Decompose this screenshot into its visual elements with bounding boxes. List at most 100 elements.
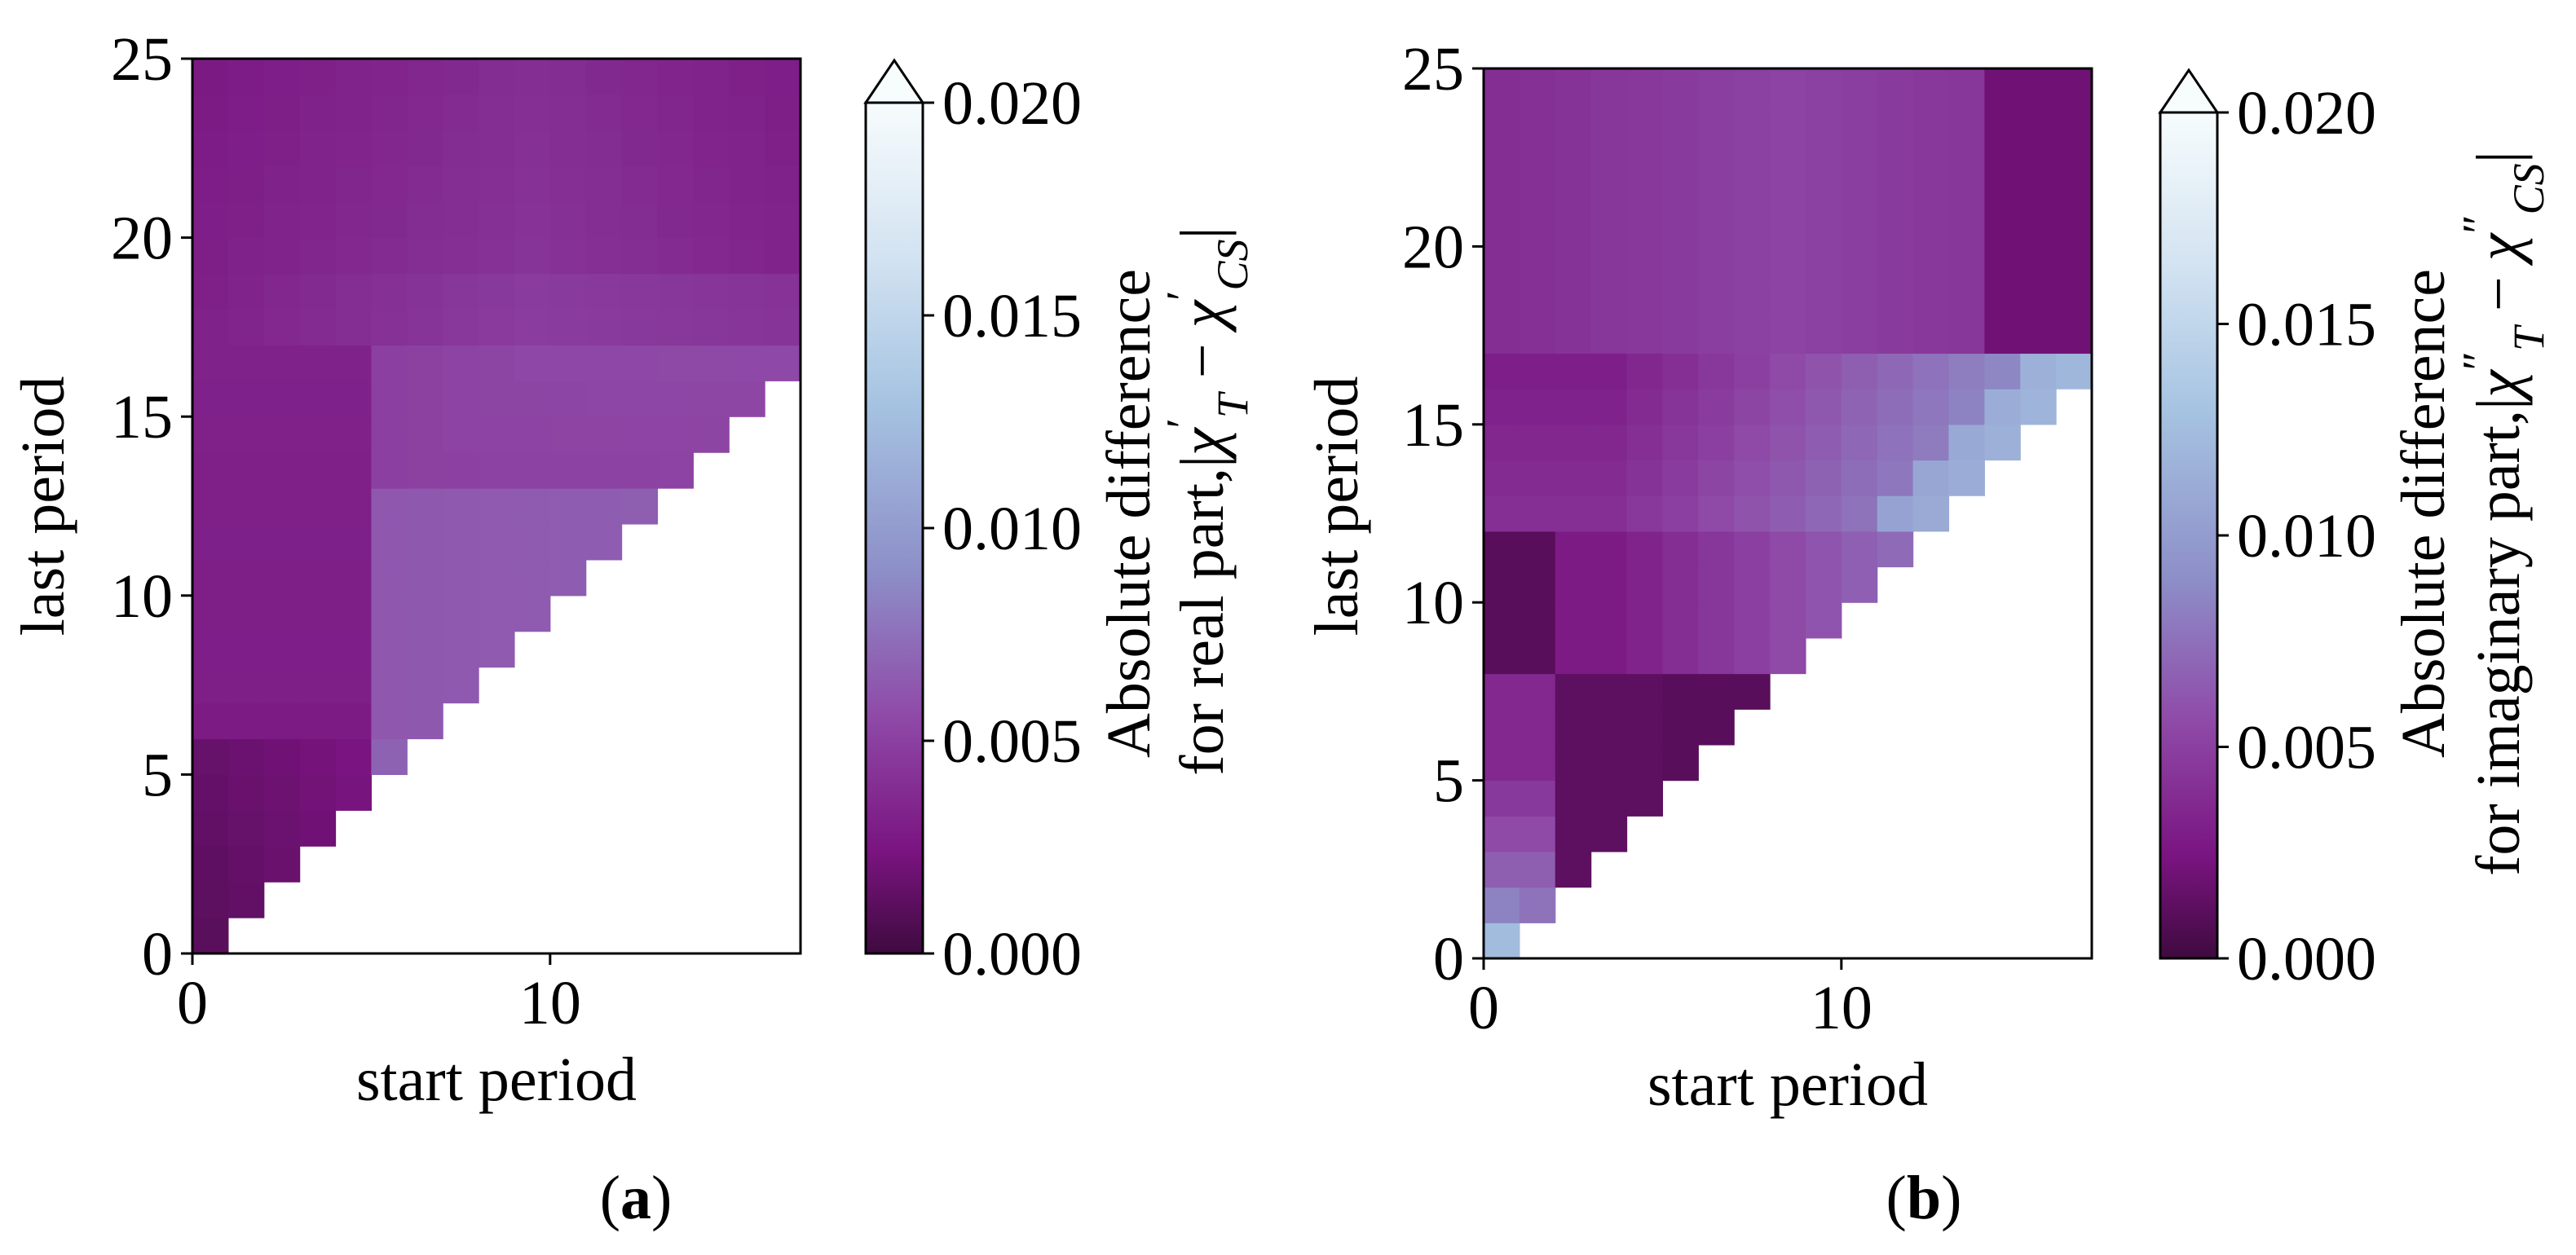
heatmap-cell — [192, 774, 229, 811]
heatmap-cell — [192, 94, 229, 131]
heatmap-cell — [585, 381, 623, 417]
heatmap-cell — [1805, 246, 1842, 283]
heatmap-cell — [299, 738, 337, 775]
heatmap-cell — [1984, 317, 2021, 354]
heatmap-cell — [1770, 602, 1806, 639]
heatmap-cell — [1948, 317, 1985, 354]
heatmap-cell — [1984, 139, 2021, 176]
heatmap-cell — [657, 309, 694, 346]
heatmap-cell — [2020, 282, 2057, 319]
y-ticks-a: 0 5 10 15 20 25 — [111, 25, 192, 989]
heatmap-cell — [1841, 246, 1878, 283]
heatmap-cell — [1734, 210, 1771, 247]
heatmap-cell — [263, 452, 301, 489]
heatmap-cell — [335, 667, 373, 704]
heatmap-cell — [1662, 602, 1699, 639]
colorbar-b: 0.000 0.005 0.010 0.015 0.020 Absolute diffe… — [2158, 68, 2553, 993]
heatmap-cell — [479, 345, 515, 381]
heatmap-cell — [1519, 282, 1556, 319]
heatmap-cell — [263, 523, 301, 561]
heatmap-cell — [1484, 210, 1520, 247]
colorbar-label-line1-b: Absolute difference — [2389, 269, 2458, 758]
heatmap-cell — [1484, 317, 1520, 354]
colorbar-label-line2-a: for real part,|χ′T − χ′CS| — [1158, 227, 1257, 775]
heatmap-cell — [1734, 460, 1771, 496]
heatmap-cell — [1770, 210, 1806, 247]
heatmap-cell — [1734, 566, 1771, 603]
heatmap-cell — [1770, 103, 1806, 140]
heatmap-cell — [514, 559, 551, 597]
heatmap-cell — [2056, 103, 2093, 140]
heatmap-cell — [1519, 246, 1556, 283]
heatmap-cell — [1555, 816, 1592, 852]
heatmap-cell — [1734, 531, 1771, 568]
heatmap-cell — [1484, 495, 1520, 532]
heatmap-cell — [299, 595, 337, 632]
heatmap-cell — [227, 595, 265, 632]
heatmap-cell — [335, 774, 373, 811]
heatmap-cell — [192, 523, 229, 561]
heatmap-cell — [1805, 175, 1842, 212]
heatmap-cell — [1877, 246, 1914, 283]
heatmap-cell — [192, 488, 229, 525]
heatmap-cell — [1841, 282, 1878, 319]
heatmap-cell — [443, 165, 479, 203]
heatmap-cell — [1734, 282, 1771, 319]
heatmap-cell — [1841, 353, 1878, 390]
heatmap-cell — [1626, 353, 1664, 390]
heatmap-cell — [407, 702, 443, 740]
heatmap-cell — [192, 667, 229, 704]
heatmap-cell — [514, 309, 551, 346]
heatmap-cell — [479, 631, 515, 668]
heatmap-cell — [1662, 531, 1699, 568]
heatmap-cell — [1770, 389, 1806, 425]
heatmap-cell — [479, 94, 515, 131]
heatmap-cell — [1662, 210, 1699, 247]
colorbar-tick-label: 0.015 — [2237, 291, 2376, 359]
heatmap-cell — [1626, 317, 1664, 354]
heatmap-cell — [371, 631, 408, 668]
heatmap-cell — [479, 452, 515, 489]
heatmap-cell — [407, 165, 443, 203]
heatmap-cell — [1948, 210, 1985, 247]
heatmap-cell — [192, 416, 229, 453]
heatmap-cell — [335, 631, 373, 668]
heatmap-cell — [1484, 602, 1520, 639]
heatmap-cell — [1841, 389, 1878, 425]
heatmap-cell — [1662, 673, 1699, 710]
heatmap-cell — [1626, 246, 1664, 283]
heatmap-cell — [585, 488, 623, 525]
heatmap-cell — [1948, 282, 1985, 319]
heatmap-cell — [479, 237, 515, 275]
heatmap-cell — [227, 810, 265, 847]
heatmap-cell — [1555, 139, 1592, 176]
heatmap-cell — [1770, 637, 1806, 675]
heatmap-cell — [263, 774, 301, 811]
heatmap-cell — [227, 130, 265, 167]
heatmap-cell — [1770, 495, 1806, 532]
heatmap-cell — [1805, 139, 1842, 176]
heatmap-cell — [1734, 317, 1771, 354]
heatmap-cell — [549, 237, 587, 275]
heatmap-cell — [1734, 246, 1771, 283]
heatmap-cell — [371, 94, 408, 131]
heatmap-cell — [371, 416, 408, 453]
heatmap-cell — [1555, 353, 1592, 390]
heatmap-cell — [192, 130, 229, 167]
heatmap-cell — [585, 237, 623, 275]
heatmap-cell — [227, 273, 265, 310]
heatmap-cell — [1626, 602, 1664, 639]
colorbar-tick-label: 0.020 — [942, 69, 1082, 138]
heatmap-cell — [371, 595, 408, 632]
heatmap-cell — [657, 273, 694, 310]
heatmap-cell — [1912, 175, 1950, 212]
heatmap-cell — [1770, 282, 1806, 319]
heatmap-cell — [1984, 353, 2021, 390]
heatmap-cell — [1590, 389, 1628, 425]
heatmap-cell — [1770, 531, 1806, 568]
heatmap-cell — [585, 523, 623, 561]
heatmap-cell — [1805, 460, 1842, 496]
heatmap-cell — [1626, 673, 1664, 710]
y-ticks-b: 0 5 10 15 20 25 — [1402, 35, 1484, 993]
heatmap-cell — [1519, 566, 1556, 603]
